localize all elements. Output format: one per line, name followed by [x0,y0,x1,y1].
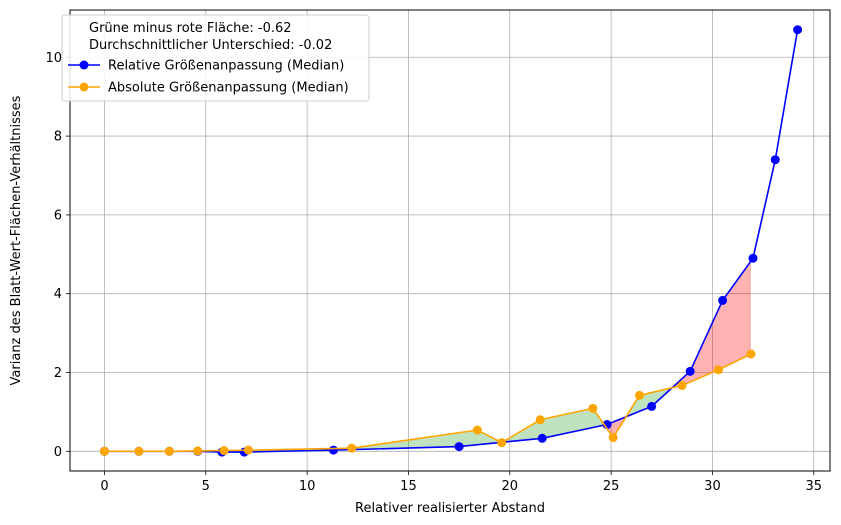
y-tick-label: 0 [54,445,62,460]
ticks: 0 5 10 15 20 25 30 35 0 2 4 6 8 10 [45,51,822,494]
fill-region-green [459,430,478,447]
x-tick-label: 5 [202,479,210,494]
series-line-absolute [104,353,752,453]
legend-box [61,14,370,102]
legend-marker-relative [79,60,89,70]
series-point-relative [647,401,657,411]
difference-fill [169,261,751,453]
plot-frame [69,9,831,472]
series-point-relative [537,433,547,443]
series-point-absolute [134,446,144,456]
fill-region-red [718,300,723,370]
x-tick-label: 20 [502,479,519,494]
y-tick-label: 8 [54,130,62,145]
series-point-absolute [588,403,598,413]
x-axis-label: Relativer realisierter Abstand [355,501,545,516]
series-point-absolute [193,446,203,456]
fill-region-red [722,261,751,368]
legend-label-absolute: Absolute Größenanpassung (Median) [108,81,349,96]
grid [70,10,830,471]
series-point-absolute [472,425,482,435]
y-tick-label: 10 [45,51,62,66]
series-point-relative [748,253,758,263]
x-tick-label: 15 [400,479,417,494]
x-tick-label: 30 [704,479,721,494]
x-tick-label: 35 [806,479,823,494]
legend-annotation-average: Durchschnittlicher Unterschied: -0.02 [89,38,332,53]
series-point-relative [454,442,464,452]
y-tick-label: 4 [54,287,62,302]
y-axis-label: Varianz des Blatt-Wert-Flächen-Verhältni… [9,95,24,385]
x-tick-label: 0 [100,479,108,494]
fill-region-red [690,309,719,382]
x-tick-label: 10 [299,479,316,494]
series-point-absolute [634,390,644,400]
series-point-absolute [677,380,687,390]
series-point-relative [770,155,780,165]
series-point-absolute [164,446,174,456]
series-point-relative [685,366,695,376]
series-point-relative [328,445,338,455]
series-point-absolute [347,443,357,453]
y-tick-label: 6 [54,208,62,223]
series-point-absolute [714,365,724,375]
series-point-absolute [497,438,507,448]
legend: Grüne minus rote Fläche: -0.62 Durchschn… [61,14,370,102]
legend-annotation-area: Grüne minus rote Fläche: -0.62 [89,21,292,36]
series-point-absolute [535,415,545,425]
series-point-relative [793,25,803,35]
legend-marker-absolute [79,82,89,92]
x-tick-label: 25 [603,479,620,494]
y-tick-label: 2 [54,366,62,381]
series-point-absolute [608,433,618,443]
series-point-absolute [243,445,253,455]
series-layer [99,25,803,457]
series-point-absolute [219,446,229,456]
fill-region-green [542,408,593,439]
series-point-relative [718,295,728,305]
series-point-absolute [99,446,109,456]
series-point-absolute [746,349,756,359]
legend-label-relative: Relative Größenanpassung (Median) [108,59,344,74]
